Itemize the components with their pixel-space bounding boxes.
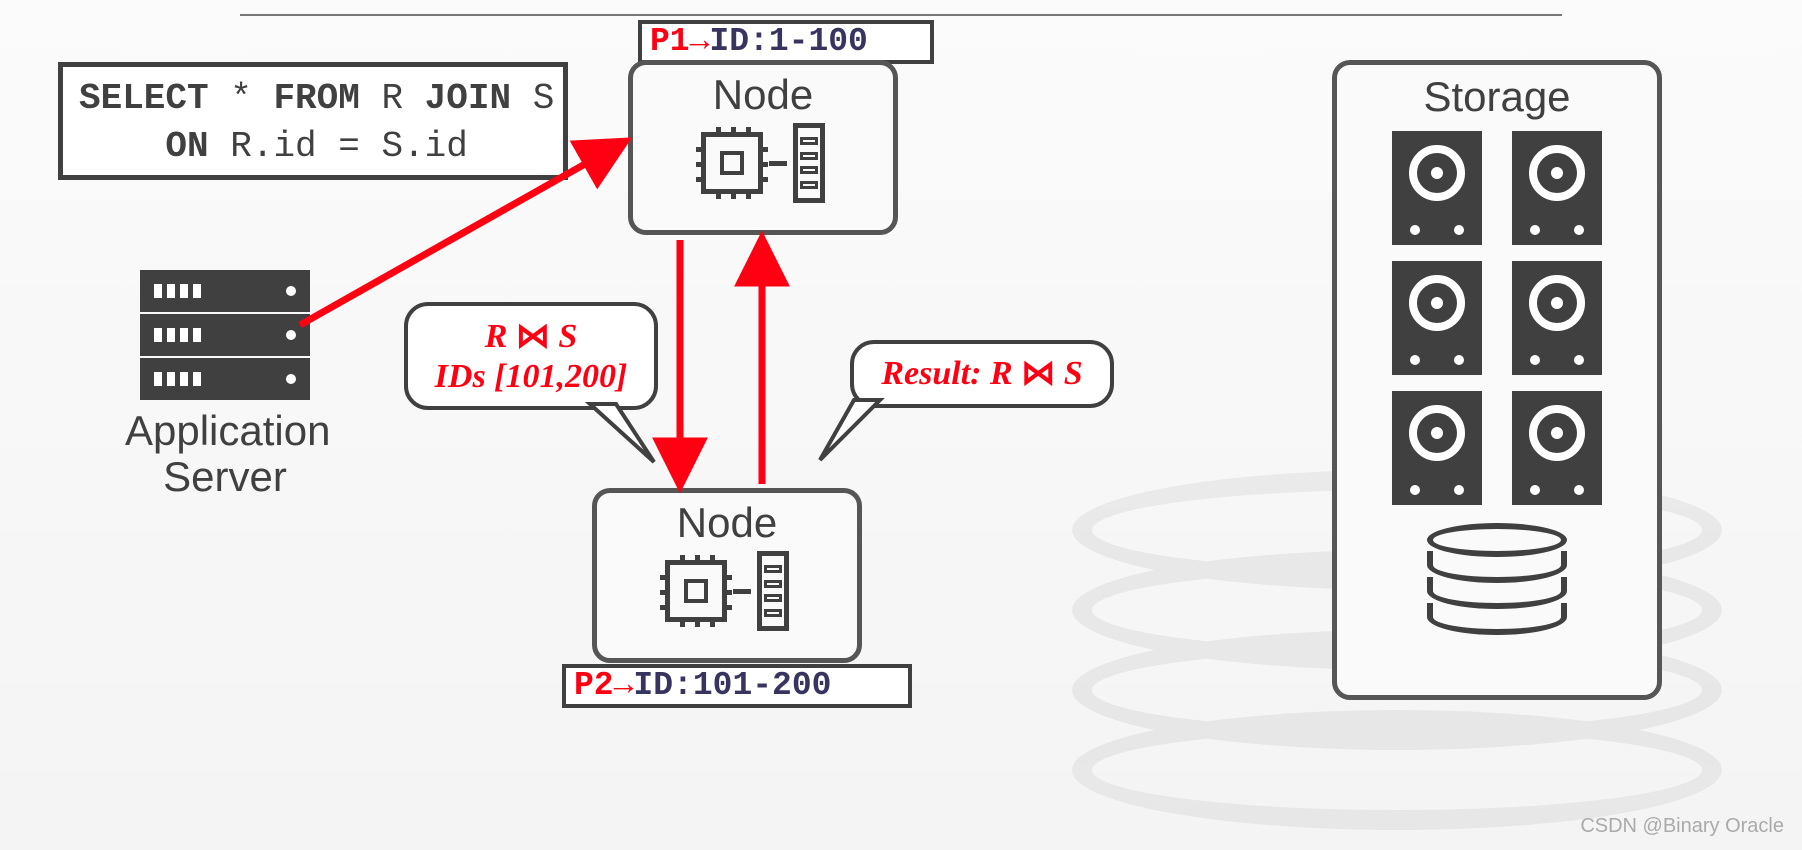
- callout-result: Result: R ⋈ S: [850, 340, 1114, 408]
- database-cylinder-icon: [1427, 523, 1567, 635]
- cpu-icon: [701, 132, 763, 194]
- server-unit-icon: [140, 358, 310, 400]
- bus-icon: [769, 161, 787, 166]
- cpu-icon: [665, 560, 727, 622]
- server-unit-icon: [140, 314, 310, 356]
- top-divider: [240, 14, 1562, 16]
- node-hardware-icon: [597, 551, 857, 631]
- sql-query-box: SELECT * FROM R JOIN S ON R.id = S.id: [58, 62, 568, 180]
- storage-title: Storage: [1337, 73, 1657, 121]
- disk-icon: [1392, 131, 1482, 245]
- disk-icon: [1512, 131, 1602, 245]
- callout-request-line1: R ⋈ S: [485, 316, 578, 358]
- bus-icon: [733, 589, 751, 594]
- app-server-label: Application Server: [125, 408, 325, 500]
- callout-result-text: Result: R ⋈ S: [881, 353, 1082, 395]
- node-top-title: Node: [633, 71, 893, 119]
- join-symbol: ⋈: [516, 320, 550, 358]
- disk-icon: [1392, 261, 1482, 375]
- disk-icon: [1392, 391, 1482, 505]
- node-top: Node: [628, 60, 898, 235]
- ram-icon: [757, 551, 789, 631]
- app-server-label-l1: Application: [125, 407, 330, 454]
- partition-arrow: →: [614, 667, 634, 704]
- disk-grid-icon: [1337, 131, 1657, 505]
- partition-id-label: ID:: [633, 667, 692, 704]
- partition-p2: P2: [574, 667, 614, 704]
- disk-icon: [1512, 391, 1602, 505]
- partition-range: 1-100: [769, 23, 868, 60]
- storage-panel: Storage: [1332, 60, 1662, 700]
- server-unit-icon: [140, 270, 310, 312]
- partition-arrow: →: [690, 23, 710, 60]
- partition-id-label: ID:: [709, 23, 768, 60]
- app-server-label-l2: Server: [163, 453, 287, 500]
- node-hardware-icon: [633, 123, 893, 203]
- partition-label-bottom: P2→ID:101-200: [562, 664, 912, 708]
- callout-request-line2: IDs [101,200]: [435, 358, 628, 396]
- node-bottom-title: Node: [597, 499, 857, 547]
- application-server: Application Server: [125, 270, 325, 500]
- join-symbol: ⋈: [1021, 357, 1055, 395]
- partition-p1: P1: [650, 23, 690, 60]
- disk-icon: [1512, 261, 1602, 375]
- ram-icon: [793, 123, 825, 203]
- partition-range: 101-200: [693, 667, 832, 704]
- watermark-text: CSDN @Binary Oracle: [1580, 815, 1784, 838]
- partition-label-top: P1→ID:1-100: [638, 20, 934, 64]
- server-stack-icon: [125, 270, 325, 400]
- node-bottom: Node: [592, 488, 862, 663]
- callout-request: R ⋈ S IDs [101,200]: [404, 302, 658, 410]
